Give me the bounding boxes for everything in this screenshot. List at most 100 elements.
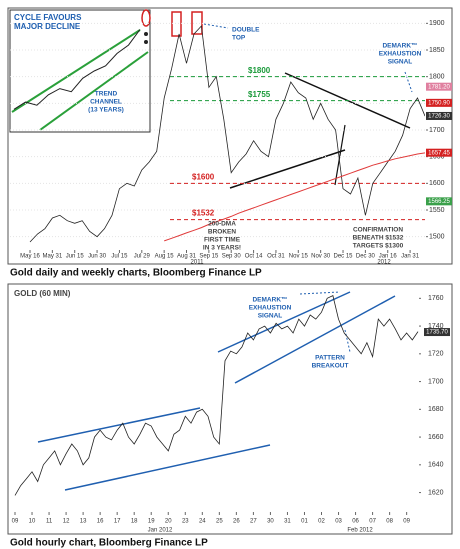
channel-line <box>64 444 271 491</box>
x-tick-label: Nov 30 <box>311 254 331 260</box>
annotation: (13 YEARS) <box>88 107 124 114</box>
y-tick-label: 1550 <box>429 207 445 214</box>
annotation: EXHAUSTION <box>249 305 292 312</box>
annotation: CONFIRMATION <box>353 227 403 234</box>
x-tick-label: 24 <box>199 519 206 525</box>
arrow <box>299 291 341 295</box>
caption: Gold daily and weekly charts, Bloomberg … <box>10 268 262 279</box>
y-tick-label: 1800 <box>429 74 445 81</box>
bottom-frame <box>7 283 453 535</box>
period-label: Feb 2012 <box>347 528 373 534</box>
x-tick-label: Nov 15 <box>289 254 309 260</box>
x-tick-label: 03 <box>335 519 342 525</box>
y-tick-label: 1700 <box>428 378 444 385</box>
price-line <box>29 25 425 243</box>
annotation: SIGNAL <box>388 59 413 66</box>
y-tick-label: 1850 <box>429 47 445 54</box>
x-tick-label: 31 <box>284 519 291 525</box>
x-tick-label: Sep 30 <box>222 254 242 260</box>
x-tick-label: 23 <box>182 519 189 525</box>
price-tag <box>426 98 452 107</box>
caption: Gold hourly chart, Bloomberg Finance LP <box>10 538 208 549</box>
annotation: CHANNEL <box>90 99 122 106</box>
price-tag-label: 1735.70 <box>426 330 448 336</box>
x-tick-label: Dec 30 <box>356 254 376 260</box>
x-tick-label: 09 <box>403 519 410 525</box>
plot <box>14 295 419 496</box>
x-tick-label: 20 <box>165 519 172 525</box>
y-tick-label: 1760 <box>428 295 444 302</box>
y-tick-label: 1600 <box>429 180 445 187</box>
y-tick-label: 1680 <box>428 406 444 413</box>
x-tick-label: 25 <box>216 519 223 525</box>
price-tag <box>426 197 452 206</box>
x-tick-label: 16 <box>97 519 104 525</box>
dot <box>144 40 148 44</box>
plot <box>29 25 425 243</box>
annotation: FIRST TIME <box>204 237 241 244</box>
x-tick-label: 10 <box>29 519 36 525</box>
channel-line <box>39 51 149 131</box>
y-tick-label: 1660 <box>428 434 444 441</box>
x-tick-label: May 16 <box>20 254 40 260</box>
period-label: Jan 2012 <box>148 528 173 534</box>
x-tick-label: Jun 15 <box>66 254 85 260</box>
price-tag-label: 1781.20 <box>428 84 450 90</box>
annotation: BENEATH $1532 <box>353 235 404 242</box>
x-tick-label: 11 <box>46 519 53 525</box>
y-tick-label: 1640 <box>428 462 444 469</box>
level-label: $1600 <box>192 172 215 181</box>
price-tag-label: 1657.45 <box>428 150 450 156</box>
price-line <box>14 295 419 496</box>
level-label: $1755 <box>248 90 271 99</box>
x-tick-label: 13 <box>80 519 87 525</box>
channel-line <box>217 291 351 353</box>
annotation: 200-DMA <box>208 221 236 228</box>
price-tag-label: 1726.30 <box>428 114 450 120</box>
x-tick-label: Jun 30 <box>88 254 107 260</box>
y-tick-label: 1650 <box>429 154 445 161</box>
cycle-marker <box>141 9 151 27</box>
x-tick-label: 09 <box>12 519 19 525</box>
annotation: SIGNAL <box>258 313 283 320</box>
channel-line <box>37 407 201 443</box>
annotation: DEMARK™ <box>252 297 287 304</box>
channel-line <box>11 29 141 113</box>
period-label: 2011 <box>191 260 205 266</box>
annotation: BREAKOUT <box>312 363 349 370</box>
price-tag <box>426 111 452 120</box>
price-tag <box>424 328 450 337</box>
x-tick-label: 17 <box>114 519 121 525</box>
x-tick-label: 06 <box>352 519 359 525</box>
x-tick-label: Aug 31 <box>177 254 197 260</box>
y-tick-label: 1720 <box>428 351 444 358</box>
arrow <box>404 71 413 93</box>
channel-line <box>234 295 396 384</box>
price-tag <box>426 82 452 91</box>
annotation: EXHAUSTION <box>379 51 422 58</box>
dot <box>144 32 148 36</box>
x-tick-label: 18 <box>131 519 138 525</box>
y-tick-label: 1700 <box>429 127 445 134</box>
x-tick-label: Dec 15 <box>334 254 354 260</box>
y-tick-label: 1740 <box>428 323 444 330</box>
x-tick-label: 26 <box>233 519 240 525</box>
x-tick-label: 02 <box>318 519 325 525</box>
x-tick-label: Aug 15 <box>155 254 175 260</box>
double-top-box <box>171 11 182 37</box>
chart-title: GOLD (60 MIN) <box>14 289 71 298</box>
annotation: MAJOR DECLINE <box>14 22 81 31</box>
x-tick-label: 07 <box>369 519 376 525</box>
x-tick-label: 12 <box>63 519 70 525</box>
period-label: 2012 <box>377 260 391 266</box>
x-tick-label: Jul 15 <box>111 254 128 260</box>
x-tick-label: Oct 14 <box>245 254 263 260</box>
x-tick-label: Sep 15 <box>199 254 219 260</box>
annotation: BROKEN <box>208 229 236 236</box>
annotation: TOP <box>232 35 246 42</box>
level-label: $1532 <box>192 209 215 218</box>
x-tick-label: 27 <box>250 519 257 525</box>
annotation: PATTERN <box>315 355 345 362</box>
x-tick-label: 19 <box>148 519 155 525</box>
